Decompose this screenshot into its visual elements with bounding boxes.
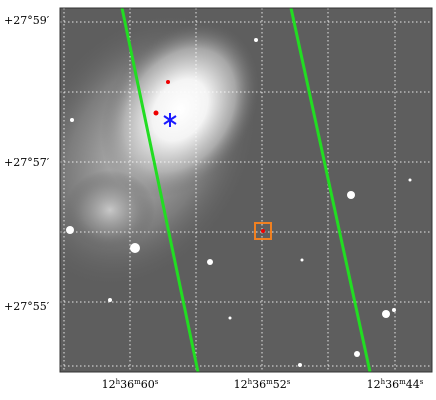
ra-number: 12 [367,378,381,391]
dec-label: +27°57′ [4,156,50,169]
slit-edge [289,8,372,372]
coordinate-grid [60,8,432,372]
ra-number: 36 [120,378,134,391]
ra-label: 12h36m44s [367,378,424,391]
source-dot [166,80,170,84]
ra-label: 12h36m52s [234,378,291,391]
ra-number: 44 [406,378,420,391]
unit-superscript: s [287,378,291,386]
unit-superscript: m [266,378,273,386]
ra-number: 60 [141,378,155,391]
unit-superscript: h [248,378,253,386]
ra-number: 12 [102,378,116,391]
slit-edge [120,8,200,372]
ra-labels: 12h36m60s 12h36m52s 12h36m44s [102,378,424,391]
unit-superscript: s [155,378,159,386]
ra-number: 52 [273,378,287,391]
unit-superscript: m [399,378,406,386]
dec-label: +27°55′ [4,300,50,313]
ra-label: 12h36m60s [102,378,159,391]
target-marker [163,113,177,127]
dec-label: +27°59′ [4,14,50,27]
unit-superscript: s [420,378,424,386]
source-dot [261,229,265,233]
unit-superscript: h [116,378,121,386]
ra-number: 36 [385,378,399,391]
ra-number: 36 [252,378,266,391]
offset-star-box [254,222,272,240]
unit-superscript: h [381,378,386,386]
ra-number: 12 [234,378,248,391]
sky-image [60,8,432,372]
frame [59,7,433,373]
source-dot [153,110,159,116]
stars [66,38,412,367]
unit-superscript: m [134,378,141,386]
